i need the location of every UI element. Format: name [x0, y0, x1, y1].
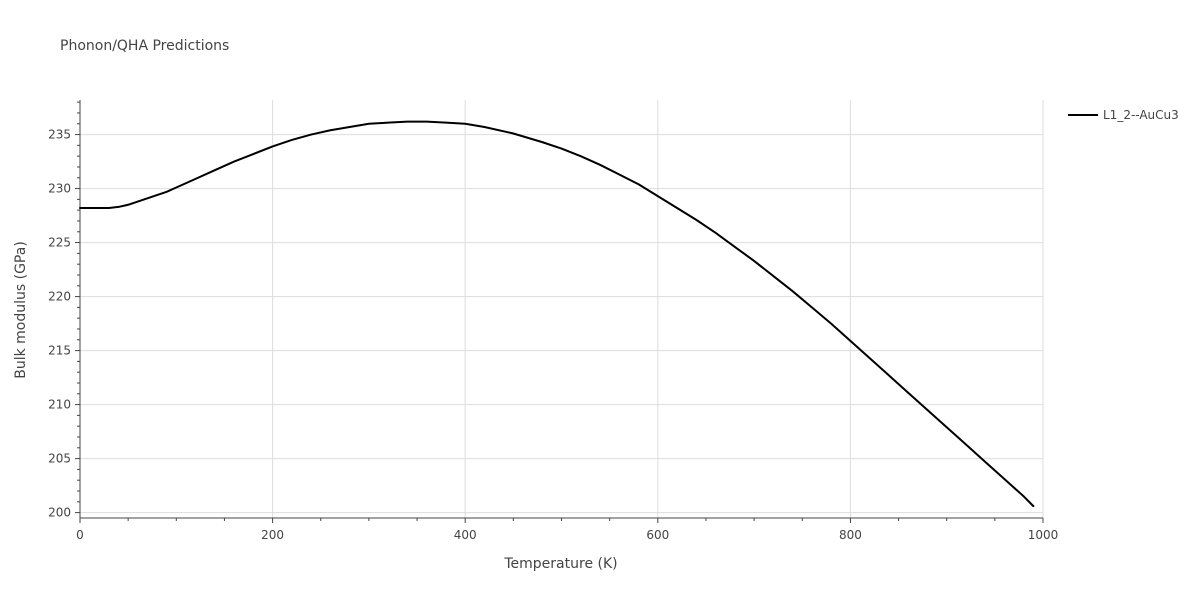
y-tick-label: 215 — [48, 344, 71, 358]
y-tick-label: 225 — [48, 236, 71, 250]
x-axis-title: Temperature (K) — [503, 556, 617, 572]
x-tick-label: 600 — [646, 528, 669, 542]
chart-title: Phonon/QHA Predictions — [60, 38, 229, 54]
axes — [75, 100, 1044, 523]
tick-labels: 0 200 400 600 800 1000 200 205 210 215 220 225 230 23… — [48, 128, 1058, 542]
series-layer — [79, 120, 1035, 508]
y-tick-label: 230 — [48, 182, 71, 196]
x-tick-label: 0 — [76, 528, 84, 542]
series-line-l1-2-aucu3[interactable] — [79, 120, 1035, 508]
legend-label-l1-2-aucu3: L1_2--AuCu3 — [1103, 108, 1179, 122]
y-axis-title: Bulk modulus (GPa) — [13, 241, 29, 379]
y-tick-label: 235 — [48, 128, 71, 142]
y-tick-label: 205 — [48, 452, 71, 466]
y-tick-label: 200 — [48, 506, 71, 520]
y-tick-label: 220 — [48, 290, 71, 304]
x-tick-label: 200 — [261, 528, 284, 542]
y-tick-label: 210 — [48, 398, 71, 412]
legend[interactable]: L1_2--AuCu3 — [1068, 108, 1179, 122]
x-tick-label: 1000 — [1028, 528, 1059, 542]
x-tick-label: 800 — [839, 528, 862, 542]
grid-lines — [80, 100, 1044, 518]
x-tick-label: 400 — [454, 528, 477, 542]
